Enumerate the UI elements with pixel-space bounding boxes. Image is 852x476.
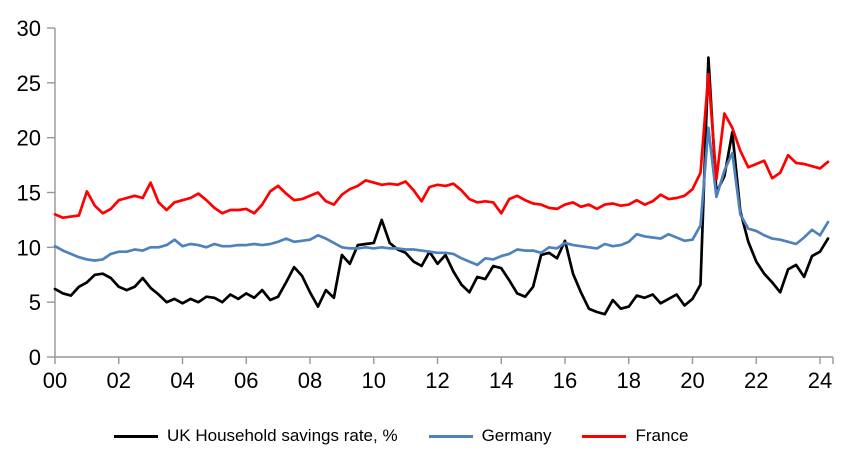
x-tick-label: 04: [170, 368, 194, 393]
legend-label-uk: UK Household savings rate, %: [167, 426, 398, 445]
x-tick-label: 14: [489, 368, 513, 393]
legend: UK Household savings rate, % Germany Fra…: [0, 426, 852, 446]
plot-area: 0 5 10 15 20 25 30 00 02 04 06 08 10 12 14 16 18 20 22 24: [17, 16, 834, 393]
y-tick-label: 30: [17, 16, 41, 41]
x-tick-label: 12: [425, 368, 449, 393]
series-line-germany: [53, 126, 830, 267]
y-tick-label: 5: [29, 290, 41, 315]
legend-swatch-uk: [114, 434, 158, 438]
y-tick-label: 10: [17, 235, 41, 260]
legend-item-france: France: [582, 426, 688, 446]
legend-item-germany: Germany: [428, 426, 552, 446]
y-tick-label: 15: [17, 181, 41, 206]
legend-label-germany: Germany: [481, 426, 552, 445]
legend-swatch-germany: [428, 434, 473, 438]
x-tick-label: 00: [43, 368, 67, 393]
legend-label-france: France: [635, 426, 689, 445]
x-tick-label: 22: [744, 368, 768, 393]
x-tick-label: 20: [680, 368, 704, 393]
x-tick-label: 02: [107, 368, 131, 393]
x-tick-label: 08: [298, 368, 322, 393]
legend-item-uk: UK Household savings rate, %: [114, 426, 398, 446]
x-tick-label: 18: [617, 368, 641, 393]
series-line-uk: [53, 56, 830, 316]
y-tick-label: 0: [29, 345, 41, 370]
x-tick-label: 16: [553, 368, 577, 393]
x-tick-label: 24: [808, 368, 832, 393]
y-tick-label: 20: [17, 126, 41, 151]
legend-swatch-france: [582, 434, 627, 438]
y-tick-label: 25: [17, 71, 41, 96]
x-tick-label: 10: [362, 368, 386, 393]
series-line-france: [53, 72, 830, 220]
x-tick-label: 06: [234, 368, 258, 393]
